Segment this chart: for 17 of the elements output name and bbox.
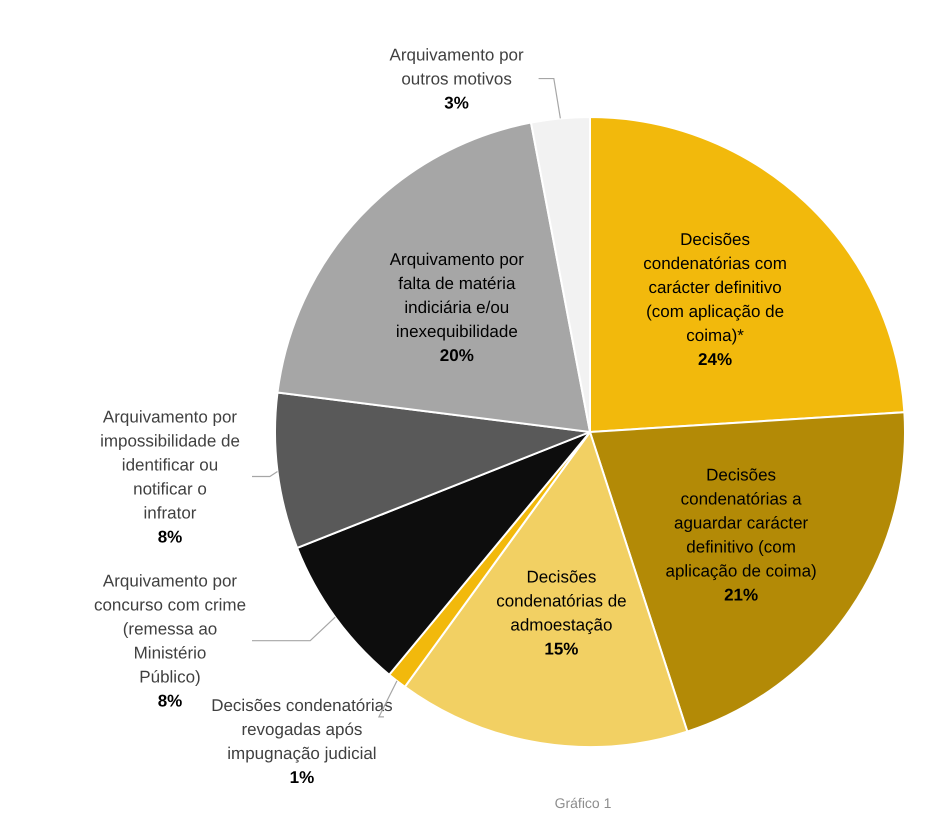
data-label: 15%: [544, 639, 578, 658]
slice-label: Decisões condenatórias a aguardar carácter definitivo (com aplicação de coima): [666, 466, 817, 581]
data-label: 21%: [724, 586, 758, 605]
data-label: 24%: [698, 350, 732, 369]
data-label: 1%: [290, 768, 314, 787]
slice-label: Arquivamento por concurso com crime (remessa ao Ministério Público): [94, 572, 246, 687]
data-label: 3%: [444, 94, 469, 113]
text: Gráfico 1: [554, 795, 612, 811]
slice-label: Decisões condenatórias de admoestação: [496, 567, 627, 634]
slice-label: Arquivamento por falta de matéria indiciária e/ou inexequibilidade: [390, 250, 524, 341]
data-label: 8%: [158, 527, 182, 546]
data-label: 20%: [440, 346, 474, 365]
slice-label: Decisões condenatórias revogadas após impugnação judicial: [211, 696, 393, 763]
slice-label: Arquivamento por impossibilidade de identificar ou notificar o infrator: [100, 407, 240, 522]
data-label: 8%: [158, 692, 182, 711]
slice-label: Arquivamento por outros motivos: [390, 46, 524, 89]
slice-label: Decisões condenatórias com carácter definitivo (com aplicação de coima)*: [643, 230, 787, 345]
